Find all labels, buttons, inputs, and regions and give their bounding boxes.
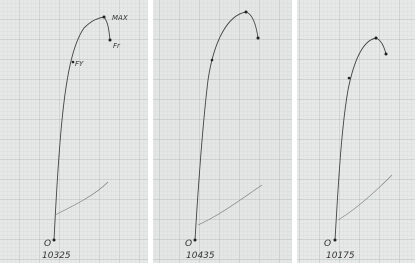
mark-label: Fr xyxy=(113,42,121,50)
origin-label: O xyxy=(185,239,192,249)
photo: MAX FY Fr O 10325 O 10435 O 10175 xyxy=(0,0,415,263)
mark-label: FY xyxy=(75,60,84,68)
origin-label: O xyxy=(44,239,51,249)
sheet-3: O 10175 xyxy=(297,0,415,263)
specimen-label: 10435 xyxy=(186,251,215,261)
specimen-label: 10175 xyxy=(326,251,355,261)
page: MAX FY Fr O 10325 O 10435 O 10175 (() =>… xyxy=(0,0,415,263)
sheet-1: MAX FY Fr O 10325 xyxy=(0,0,148,263)
specimen-label: 10325 xyxy=(42,251,71,261)
sheet-2: O 10435 xyxy=(153,0,292,263)
origin-label: O xyxy=(324,239,331,249)
mark-label: MAX xyxy=(112,14,128,22)
